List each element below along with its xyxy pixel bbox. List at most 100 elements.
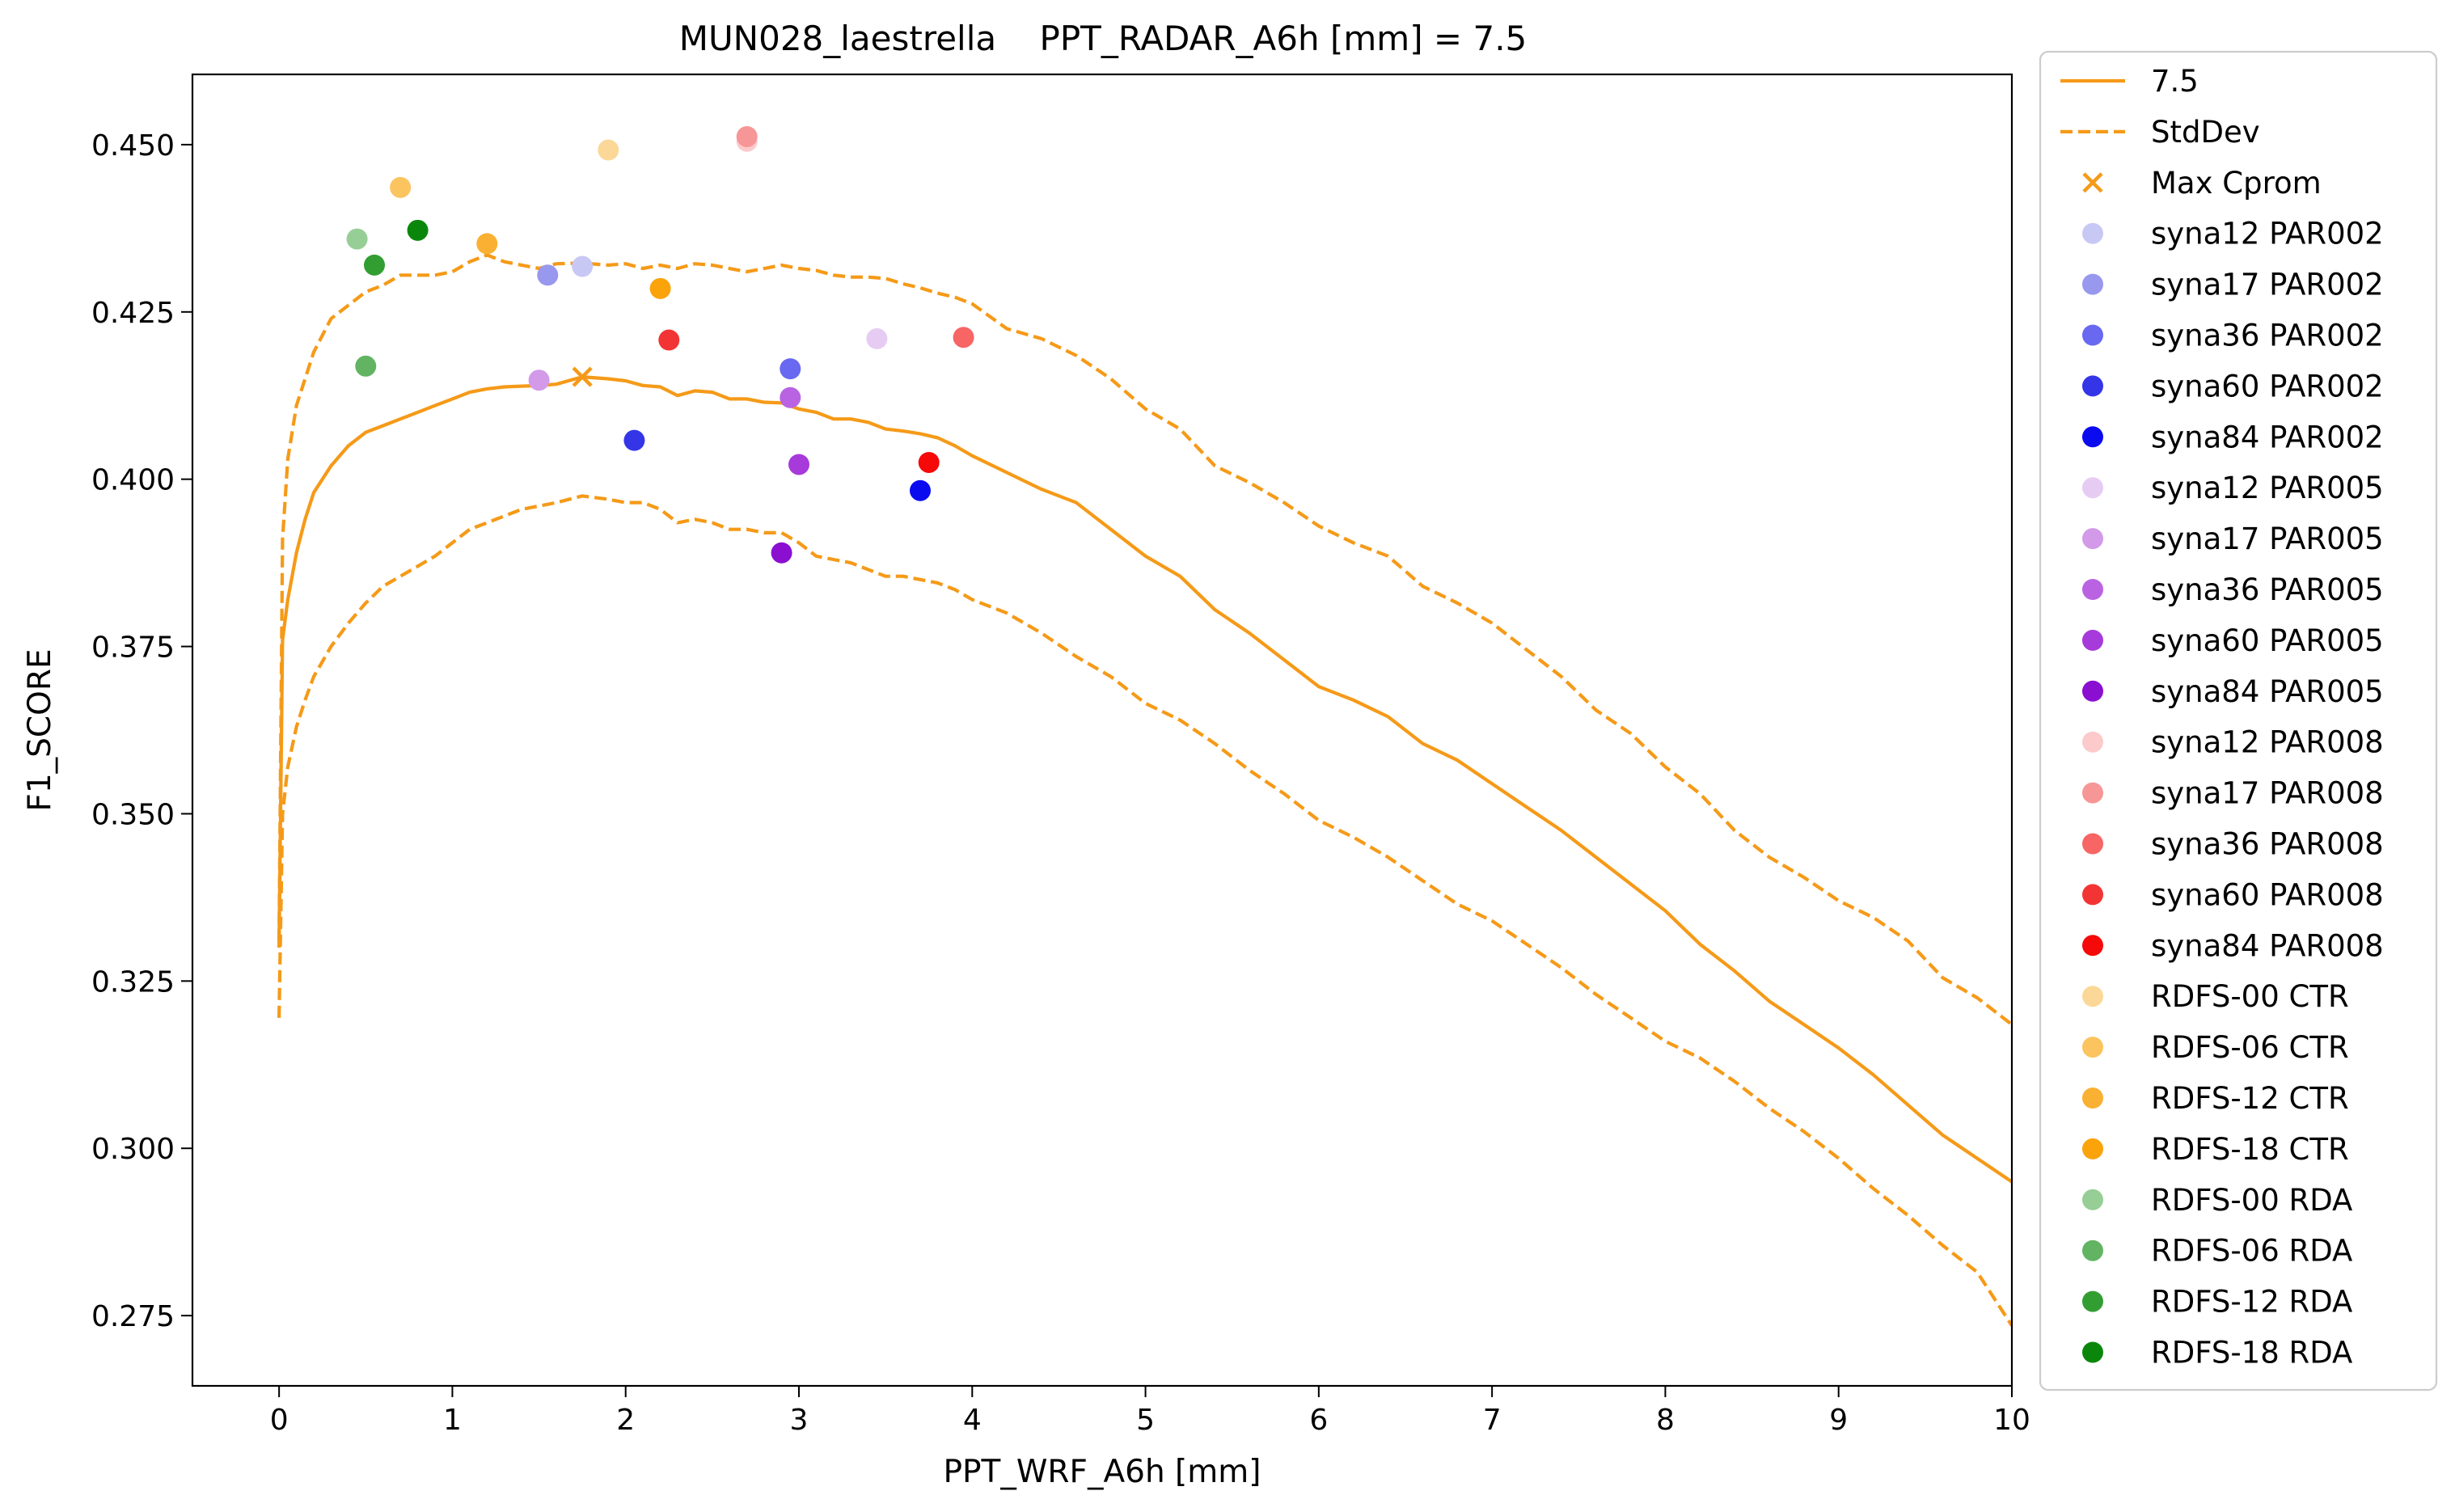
y-tick-label: 0.450 xyxy=(91,129,175,163)
legend-item-rdfs-12-ctr-key xyxy=(2082,1088,2103,1109)
legend-item-syna60-par002-key xyxy=(2082,375,2103,397)
marker-rdfs-00-ctr xyxy=(598,139,619,161)
legend-item-syna36-par005-key xyxy=(2082,579,2103,600)
plot-content xyxy=(277,125,2012,1327)
y-tick-label: 0.400 xyxy=(91,464,175,497)
legend-item-syna84-par008-key xyxy=(2082,935,2103,957)
legend-item-syna17-par008-label: syna17 PAR008 xyxy=(2151,776,2384,811)
legend-item-syna60-par008-key xyxy=(2082,884,2103,906)
legend-item-rdfs-00-ctr-key xyxy=(2082,986,2103,1007)
legend-item-syna17-par002-key xyxy=(2082,273,2103,295)
legend-item-syna17-par005-key xyxy=(2082,528,2103,550)
legend-item-syna84-par002-label: syna84 PAR002 xyxy=(2151,420,2384,454)
legend-item-rdfs-06-rda-key xyxy=(2082,1240,2103,1261)
legend-item-syna36-par005-label: syna36 PAR005 xyxy=(2151,572,2384,607)
legend-item-rdfs-06-ctr-label: RDFS-06 CTR xyxy=(2151,1030,2349,1065)
legend-item-syna84-par005-label: syna84 PAR005 xyxy=(2151,674,2384,709)
legend-item-stddev-label: StdDev xyxy=(2151,115,2260,150)
legend-item-syna17-par008-key xyxy=(2082,782,2103,804)
legend-item-syna36-par002-label: syna36 PAR002 xyxy=(2151,319,2384,353)
marker-syna84-par008 xyxy=(918,451,940,473)
legend: 7.5 StdDev Max Cprom syna12 PAR002 syna17 PA… xyxy=(2039,50,2438,1392)
legend-item-syna12-par008-key xyxy=(2082,731,2103,753)
legend-item-rdfs-00-rda-key xyxy=(2082,1189,2103,1210)
x-tick-label: 7 xyxy=(1483,1404,1502,1437)
y-tick-label: 0.425 xyxy=(91,297,175,330)
legend-item-syna60-par005-label: syna60 PAR005 xyxy=(2151,623,2384,658)
marker-rdfs-12-rda xyxy=(364,254,385,276)
legend-item-syna60-par008-label: syna60 PAR008 xyxy=(2151,877,2384,912)
marker-syna12-par002 xyxy=(572,256,594,277)
marker-syna60-par008 xyxy=(658,329,680,351)
marker-rdfs-06-rda xyxy=(355,355,377,377)
legend-item-rdfs-12-rda-label: RDFS-12 RDA xyxy=(2151,1285,2352,1320)
legend-item-syna12-par002-key xyxy=(2082,222,2103,244)
marker-syna36-par002 xyxy=(780,358,801,380)
legend-item-rdfs-18-rda-key xyxy=(2082,1341,2103,1363)
marker-rdfs-06-ctr xyxy=(390,176,412,198)
legend-item-rdfs-18-ctr-key xyxy=(2082,1138,2103,1159)
y-tick-label: 0.300 xyxy=(91,1133,175,1166)
legend-item-rdfs-12-ctr-label: RDFS-12 CTR xyxy=(2151,1081,2349,1116)
series-line-stddev-lower xyxy=(277,494,2012,1327)
marker-syna17-par005 xyxy=(528,370,550,391)
legend-item-syna84-par008-label: syna84 PAR008 xyxy=(2151,928,2384,963)
legend-item-rdfs-06-ctr-key xyxy=(2082,1037,2103,1058)
legend-item-syna60-par005-key xyxy=(2082,629,2103,651)
x-tick-label: 6 xyxy=(1309,1404,1328,1437)
marker-max-cprom xyxy=(572,366,593,387)
legend-item-max-cprom-label: Max Cprom xyxy=(2151,166,2322,201)
marker-syna17-par002 xyxy=(537,264,559,286)
marker-syna36-par005 xyxy=(780,386,801,408)
x-tick-label: 9 xyxy=(1829,1404,1848,1437)
legend-item-syna36-par008-label: syna36 PAR008 xyxy=(2151,827,2384,862)
marker-rdfs-12-ctr xyxy=(476,233,498,255)
axes-frame xyxy=(191,73,2013,1387)
y-axis-label: F1_SCORE xyxy=(22,648,58,811)
series-line-7-5 xyxy=(277,375,2012,1184)
x-tick-label: 2 xyxy=(616,1404,635,1437)
marker-syna12-par005 xyxy=(866,327,888,349)
legend-item-syna12-par002-label: syna12 PAR002 xyxy=(2151,217,2384,251)
marker-syna36-par008 xyxy=(953,327,974,348)
legend-item-syna60-par002-label: syna60 PAR002 xyxy=(2151,369,2384,403)
y-axis: 0.275 0.300 0.325 0.350 0.375 0.400 0.425 0.450 xyxy=(91,129,192,1333)
legend-frame xyxy=(2039,50,2438,1392)
x-axis-label: PPT_WRF_A6h [mm] xyxy=(944,1454,1261,1490)
marker-syna17-par008 xyxy=(736,125,758,147)
y-tick-label: 0.275 xyxy=(91,1300,175,1333)
legend-item-syna12-par005-label: syna12 PAR005 xyxy=(2151,471,2384,505)
y-tick-label: 0.375 xyxy=(91,631,175,665)
y-tick-label: 0.325 xyxy=(91,965,175,999)
legend-item-rdfs-18-ctr-label: RDFS-18 CTR xyxy=(2151,1132,2349,1167)
marker-syna84-par002 xyxy=(910,479,931,501)
x-tick-label: 1 xyxy=(443,1404,462,1437)
legend-item-syna12-par008-label: syna12 PAR008 xyxy=(2151,725,2384,760)
legend-item-rdfs-18-rda-label: RDFS-18 RDA xyxy=(2151,1336,2352,1371)
marker-rdfs-00-rda xyxy=(346,228,368,250)
x-axis: 0 1 2 3 4 5 6 7 8 9 10 xyxy=(270,1386,2030,1437)
x-tick-label: 4 xyxy=(963,1404,982,1437)
legend-item-rdfs-00-ctr-label: RDFS-00 CTR xyxy=(2151,979,2349,1014)
marker-rdfs-18-ctr xyxy=(649,277,671,299)
legend-item-syna84-par002-key xyxy=(2082,426,2103,448)
x-tick-label: 5 xyxy=(1136,1404,1155,1437)
legend-item-rdfs-06-rda-label: RDFS-06 RDA xyxy=(2151,1234,2352,1269)
x-tick-label: 8 xyxy=(1656,1404,1675,1437)
legend-item-rdfs-00-rda-label: RDFS-00 RDA xyxy=(2151,1183,2352,1218)
legend-item-rdfs-12-rda-key xyxy=(2082,1290,2103,1312)
legend-item-syna36-par008-key xyxy=(2082,833,2103,855)
series-line-stddev xyxy=(277,253,2012,1026)
marker-syna84-par005 xyxy=(771,542,792,564)
legend-item-max-cprom-key xyxy=(2082,172,2103,193)
y-tick-label: 0.350 xyxy=(91,798,175,831)
marker-syna60-par005 xyxy=(788,454,809,475)
chart-title: MUN028_laestrella PPT_RADAR_A6h [mm] = 7… xyxy=(679,19,1528,58)
legend-item-syna36-par002-key xyxy=(2082,324,2103,346)
legend-item-syna17-par002-label: syna17 PAR002 xyxy=(2151,268,2384,302)
marker-syna60-par002 xyxy=(623,429,645,451)
x-tick-label: 0 xyxy=(270,1404,289,1437)
legend-item-syna84-par005-key xyxy=(2082,680,2103,702)
marker-rdfs-18-rda xyxy=(407,219,429,241)
